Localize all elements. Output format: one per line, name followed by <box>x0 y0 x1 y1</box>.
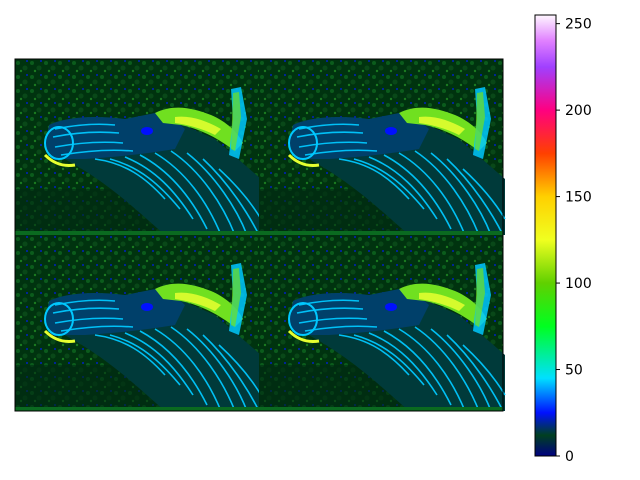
colorbar-tick-label: 150 <box>565 190 592 206</box>
colorbar-tick-label: 250 <box>565 17 592 33</box>
colorbar-tick-label: 100 <box>565 276 592 292</box>
colorbar: 0 50 100 150 200 250 <box>534 14 592 465</box>
image-axes <box>13 57 507 413</box>
colorbar-tick-label: 0 <box>565 449 574 465</box>
image-panel-top-left <box>13 57 263 237</box>
colorbar-tick-label: 50 <box>565 363 583 379</box>
colorbar-tick-label: 200 <box>565 103 592 119</box>
image-panel-bottom-right <box>257 233 507 413</box>
colorbar-ticks: 0 50 100 150 200 250 <box>556 17 592 465</box>
image-panel-bottom-left <box>13 233 263 413</box>
image-panel-top-right <box>257 57 507 237</box>
colorbar-frame <box>534 14 557 457</box>
colorbar-gradient <box>535 15 556 456</box>
image-axes-frame <box>14 58 504 412</box>
